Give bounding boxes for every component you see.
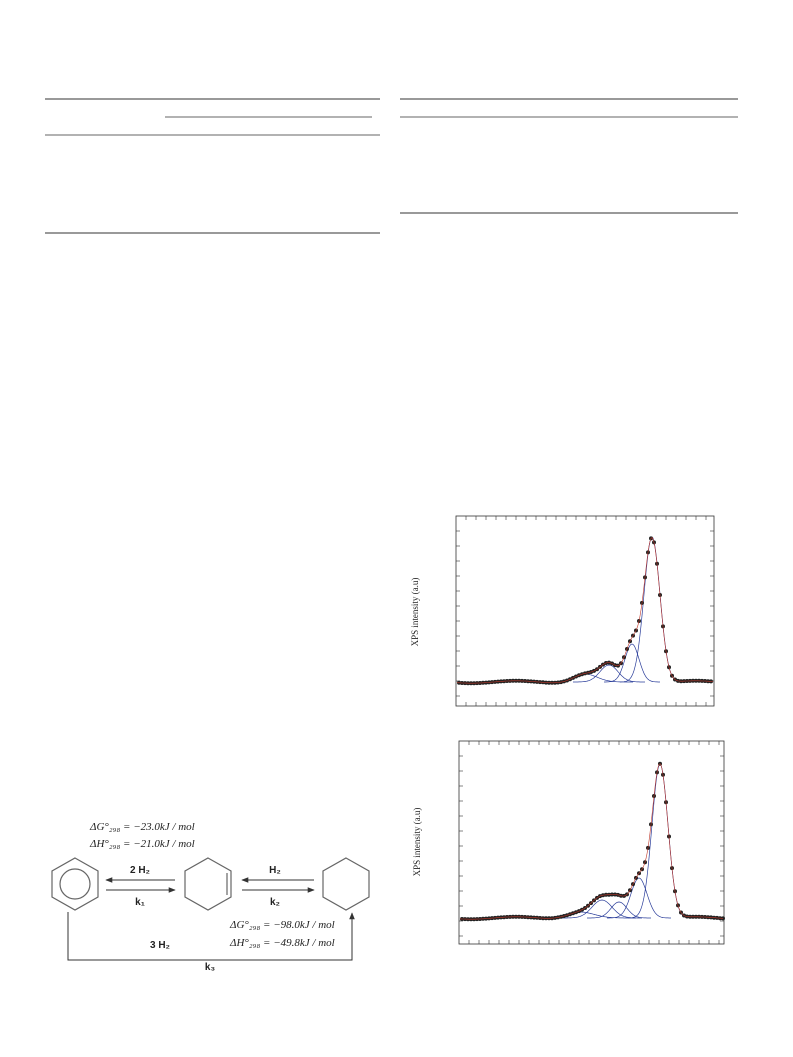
rate-label: k₁	[135, 897, 145, 908]
component-curve	[604, 643, 660, 683]
component-curve	[573, 664, 645, 683]
table-rules-right	[400, 98, 738, 214]
fit-curve	[457, 537, 714, 684]
fit-curve	[459, 763, 724, 920]
equation: ΔH°₂₉₈ = −21.0kJ / mol	[89, 838, 195, 850]
equation: ΔH°₂₉₈ = −49.8kJ / mol	[229, 937, 335, 949]
reagent-label: H₂	[269, 865, 281, 876]
rate-label: k₂	[270, 897, 280, 908]
rate-label: k₃	[205, 962, 216, 973]
equation: ΔG°₂₉₈ = −23.0kJ / mol	[89, 821, 195, 833]
table-rules-left	[45, 98, 380, 234]
xps-figure: XPS intensity (a.u)	[412, 740, 725, 945]
y-axis-label: XPS intensity (a.u)	[412, 808, 422, 877]
equation: ΔG°₂₉₈ = −98.0kJ / mol	[229, 919, 335, 931]
component-curve	[587, 901, 651, 919]
reagent-label: 3 H₂	[150, 940, 170, 951]
component-curve	[628, 763, 692, 919]
component-curve	[562, 899, 642, 919]
component-curve	[619, 536, 685, 683]
component-curve	[607, 877, 671, 919]
xps-figure: XPS intensity (a.u)	[410, 515, 715, 707]
reagent-label: 2 H₂	[130, 865, 150, 876]
reaction-scheme: ΔG°₂₉₈ = −23.0kJ / mol ΔH°₂₉₈ = −21.0kJ …	[51, 821, 370, 973]
y-axis-label: XPS intensity (a.u)	[410, 578, 420, 647]
